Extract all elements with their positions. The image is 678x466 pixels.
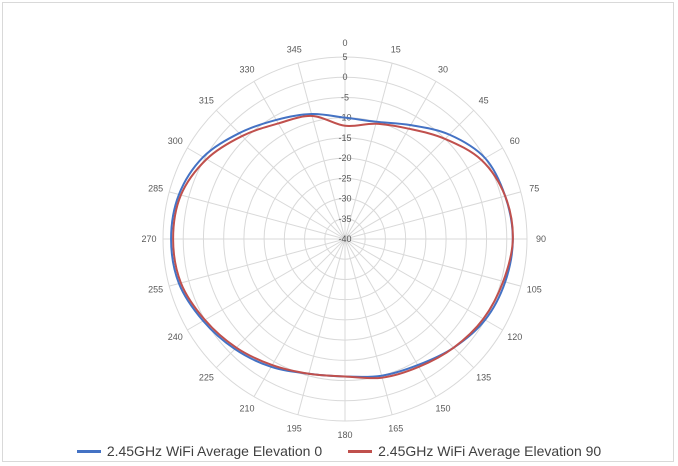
angle-tick-label: 225: [199, 373, 214, 383]
angle-tick-label: 315: [199, 95, 214, 105]
angle-spoke: [169, 238, 346, 287]
angle-tick-label: 30: [438, 64, 448, 74]
angle-tick-label: 45: [479, 95, 489, 105]
angle-spoke: [344, 238, 503, 331]
radial-tick-label: 5: [342, 52, 347, 62]
angle-spoke: [344, 238, 475, 369]
legend-label-elevation-90: 2.45GHz WiFi Average Elevation 90: [378, 443, 602, 459]
angle-spoke: [215, 109, 346, 240]
angle-tick-label: 90: [536, 234, 546, 244]
angle-spoke: [253, 81, 346, 240]
angle-tick-label: 285: [148, 183, 163, 193]
angle-spoke: [215, 238, 346, 369]
legend-swatch-elevation-90: [348, 449, 373, 453]
angle-spoke: [297, 238, 346, 415]
radial-tick-label: -40: [338, 234, 351, 244]
angle-spoke: [297, 63, 346, 240]
angle-tick-label: 180: [337, 430, 352, 440]
legend-swatch-elevation-0: [76, 449, 101, 453]
angle-tick-label: 255: [148, 285, 163, 295]
angle-tick-label: 345: [287, 45, 302, 55]
radial-tick-label: -15: [338, 133, 351, 143]
angle-tick-label: 150: [435, 404, 450, 414]
angle-tick-label: 300: [168, 136, 183, 146]
angle-spoke: [344, 63, 393, 240]
angle-tick-label: 135: [476, 373, 491, 383]
chart-frame: 0 15 30 45 60 75 90 105 120 135 150 165 180 195 210 225…: [2, 2, 674, 462]
angle-spoke: [187, 238, 346, 331]
angle-spoke: [187, 147, 346, 240]
angle-tick-label: 105: [527, 285, 542, 295]
radial-tick-label: -30: [338, 194, 351, 204]
angle-tick-label: 240: [168, 332, 183, 342]
angle-tick-label: 120: [507, 332, 522, 342]
radial-tick-label: -5: [341, 92, 349, 102]
legend-label-elevation-0: 2.45GHz WiFi Average Elevation 0: [106, 443, 323, 459]
angle-spoke: [253, 238, 346, 397]
angle-spoke: [169, 191, 346, 240]
angle-tick-label: 165: [388, 423, 403, 433]
angle-spoke: [344, 109, 475, 240]
angle-spoke: [344, 238, 393, 415]
angle-tick-label: 60: [510, 136, 520, 146]
angle-tick-label: 195: [287, 423, 302, 433]
angle-tick-label: 210: [239, 404, 254, 414]
angle-spoke: [344, 238, 437, 397]
angle-spoke: [344, 147, 503, 240]
polar-chart: 0 15 30 45 60 75 90 105 120 135 150 165 180 195 210 225…: [141, 38, 546, 440]
angle-tick-label: 0: [342, 38, 347, 48]
angle-spoke: [344, 191, 521, 240]
radial-tick-label: -35: [338, 214, 351, 224]
legend: 2.45GHz WiFi Average Elevation 0 2.45GHz…: [0, 441, 678, 461]
angle-tick-label: 15: [391, 45, 401, 55]
angle-tick-label: 330: [239, 64, 254, 74]
angle-spoke: [344, 238, 521, 287]
radial-tick-label: -20: [338, 153, 351, 163]
angle-spoke: [344, 81, 437, 240]
radial-tick-label: -25: [338, 173, 351, 183]
legend-item-elevation-90: 2.45GHz WiFi Average Elevation 90: [348, 443, 601, 459]
legend-item-elevation-0: 2.45GHz WiFi Average Elevation 0: [76, 443, 323, 459]
angle-tick-label: 270: [141, 234, 156, 244]
radial-tick-label: 0: [342, 72, 347, 82]
angle-tick-label: 75: [529, 183, 539, 193]
